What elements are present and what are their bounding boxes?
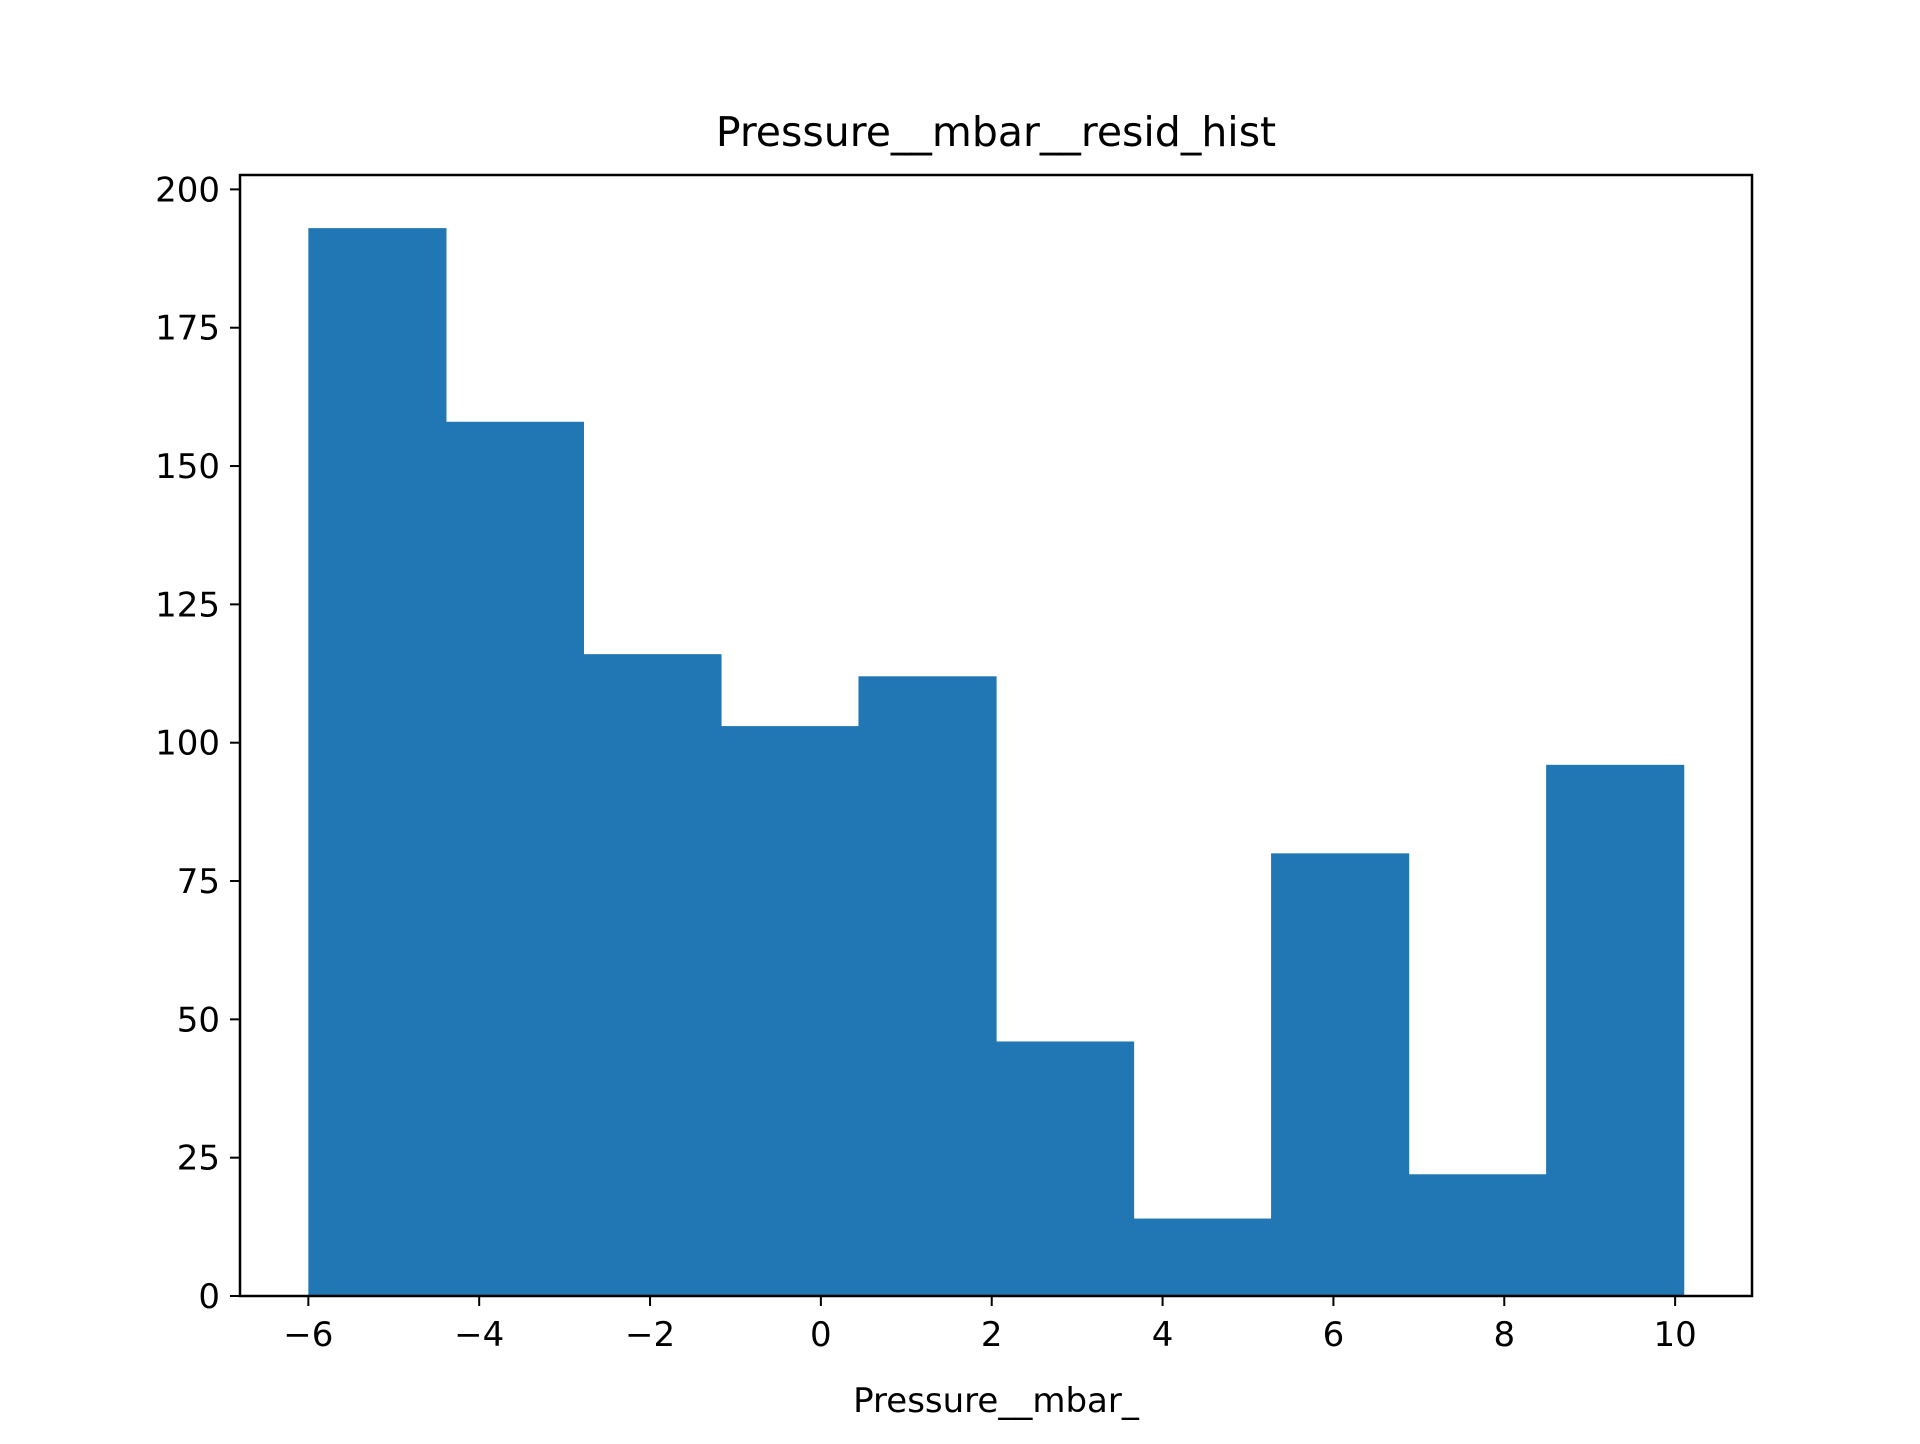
bars-layer xyxy=(308,228,1685,1297)
x-tick-label: 10 xyxy=(1653,1315,1696,1355)
x-tick-label: 4 xyxy=(1152,1315,1174,1355)
y-tick-label: 0 xyxy=(198,1277,220,1317)
histogram-bar xyxy=(308,228,447,1297)
histogram-bar xyxy=(720,726,860,1296)
histogram-bar xyxy=(1546,764,1685,1296)
histogram-bar xyxy=(996,1041,1135,1296)
x-axis-label: Pressure__mbar_ xyxy=(853,1381,1140,1421)
x-tick-label: −2 xyxy=(625,1315,675,1355)
histogram-bar xyxy=(1133,1218,1272,1296)
histogram-bar xyxy=(858,676,997,1296)
x-tick-label: 6 xyxy=(1323,1315,1345,1355)
histogram-bar xyxy=(445,421,585,1297)
x-tick-label: −6 xyxy=(283,1315,333,1355)
plot-frame xyxy=(238,173,1754,1298)
histogram-bar xyxy=(1408,1174,1547,1296)
y-tick-label: 75 xyxy=(177,862,220,902)
histogram-bar xyxy=(1271,853,1410,1296)
y-tick-label: 175 xyxy=(155,309,220,349)
y-tick-label: 125 xyxy=(155,585,220,625)
x-axis-ticks: −6 −4 −2 0 2 4 6 8 10 xyxy=(283,1296,1697,1355)
y-tick-label: 50 xyxy=(177,1000,220,1040)
y-tick-label: 150 xyxy=(155,447,220,487)
x-tick-label: 8 xyxy=(1493,1315,1515,1355)
y-tick-label: 25 xyxy=(177,1139,220,1179)
x-tick-label: 0 xyxy=(810,1315,832,1355)
y-tick-label: 200 xyxy=(155,170,220,210)
histogram-bar xyxy=(583,654,722,1296)
x-tick-label: 2 xyxy=(981,1315,1003,1355)
chart-title: Pressure__mbar__resid_hist xyxy=(716,108,1276,156)
y-tick-label: 100 xyxy=(155,724,220,764)
y-axis-ticks: 0 25 50 75 100 125 150 175 200 xyxy=(155,170,240,1317)
x-tick-label: −4 xyxy=(454,1315,504,1355)
